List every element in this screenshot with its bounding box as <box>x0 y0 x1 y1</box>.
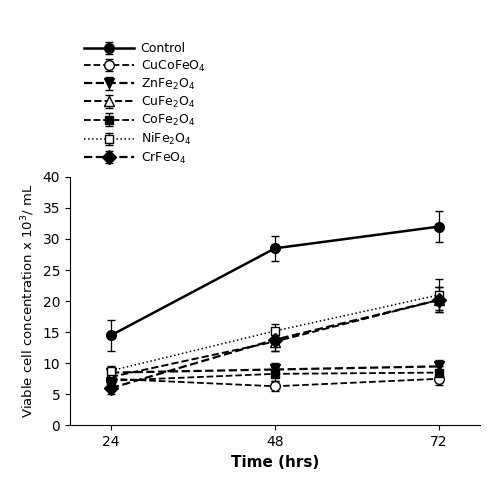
Legend: Control, CuCoFeO$_4$, ZnFe$_2$O$_4$, CuFe$_2$O$_4$, CoFe$_2$O$_4$, NiFe$_2$O$_4$: Control, CuCoFeO$_4$, ZnFe$_2$O$_4$, CuF… <box>84 42 206 166</box>
Y-axis label: Viable cell concentration x 10$^3$/ mL: Viable cell concentration x 10$^3$/ mL <box>20 184 37 418</box>
X-axis label: Time (hrs): Time (hrs) <box>231 455 319 470</box>
